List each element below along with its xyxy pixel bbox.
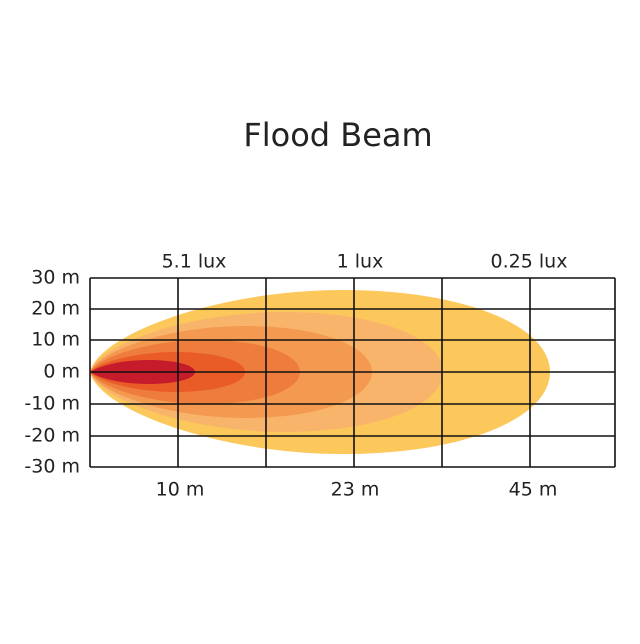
y-label: 10 m xyxy=(31,329,80,351)
distance-label: 10 m xyxy=(156,479,205,501)
labels: 30 m 20 m 10 m 0 m -10 m -20 m -30 m 5.1 lux 1 l… xyxy=(24,251,567,501)
y-label: -30 m xyxy=(24,456,80,478)
distance-label: 23 m xyxy=(331,479,380,501)
y-label: 0 m xyxy=(43,361,80,383)
title: Flood Beam xyxy=(243,116,432,154)
distance-label: 45 m xyxy=(509,479,558,501)
grid xyxy=(89,277,616,468)
lux-label: 1 lux xyxy=(337,251,384,273)
y-label: -20 m xyxy=(24,425,80,447)
lux-label: 0.25 lux xyxy=(491,251,568,273)
y-label: 30 m xyxy=(31,267,80,289)
y-label: -10 m xyxy=(24,393,80,415)
y-label: 20 m xyxy=(31,298,80,320)
lux-label: 5.1 lux xyxy=(162,251,227,273)
